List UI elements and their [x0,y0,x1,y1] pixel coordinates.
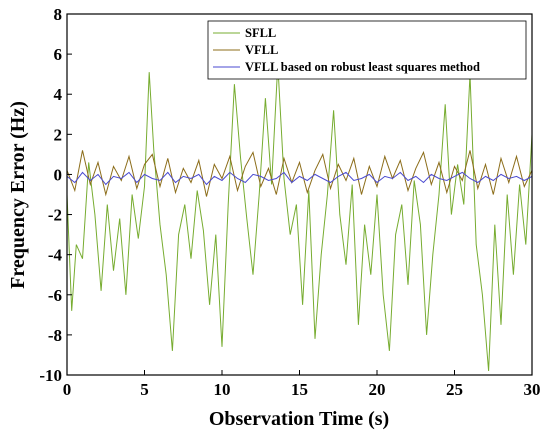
y-tick-label: 6 [54,45,63,64]
series-line-sfll [66,64,533,372]
series-layer [66,64,533,372]
legend-label-vfll-robust: VFLL based on robust least squares metho… [245,60,480,74]
x-axis-label: Observation Time (s) [209,408,389,430]
series-line-vfll [66,150,533,197]
series-line-vfll-robust [66,171,533,186]
y-tick-label: -6 [48,286,62,305]
legend: SFLL VFLL VFLL based on robust least squ… [207,20,527,80]
y-tick-label: -4 [48,246,63,265]
x-tick-label: 5 [140,380,149,399]
x-tick-label: 30 [524,380,541,399]
y-tick-label: -10 [39,366,62,385]
y-tick-label: 0 [54,165,63,184]
y-tick-label: -2 [48,206,62,225]
legend-label-sfll: SFLL [245,26,276,40]
x-tick-label: 0 [63,380,72,399]
y-tick-label: 2 [54,125,63,144]
legend-box [207,20,527,80]
x-tick-label: 10 [214,380,231,399]
x-tick-label: 25 [446,380,463,399]
y-axis-label: Frequency Error (Hz) [7,101,29,289]
y-tick-label: 4 [54,85,63,104]
legend-label-vfll: VFLL [245,43,278,57]
y-tick-label: -8 [48,326,62,345]
x-tick-label: 20 [369,380,386,399]
x-tick-label: 15 [291,380,308,399]
y-tick-label: 8 [54,5,63,24]
